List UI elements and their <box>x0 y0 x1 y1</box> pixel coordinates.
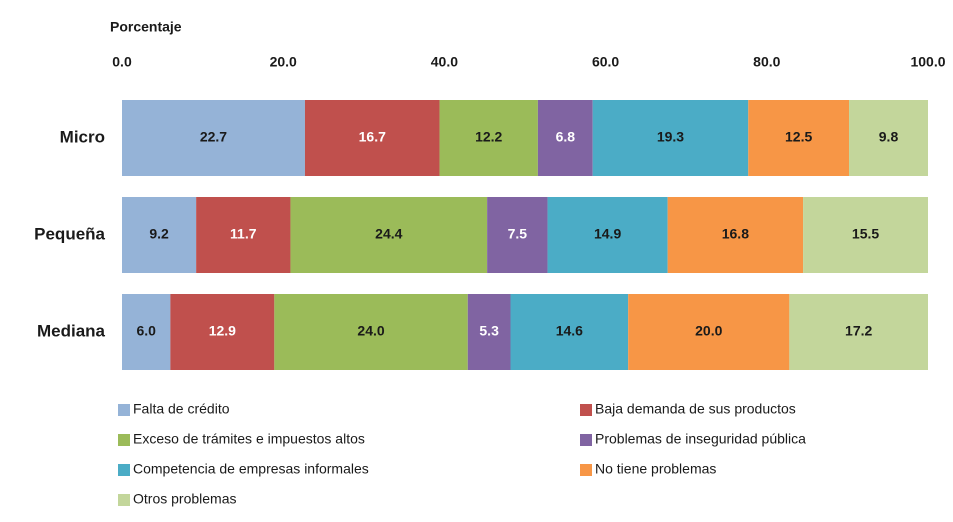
value-label: 15.5 <box>852 226 879 242</box>
value-label: 14.6 <box>556 323 583 339</box>
bar-segment <box>439 100 538 176</box>
bar-segment <box>592 100 749 176</box>
x-tick-label: 100.0 <box>910 54 945 70</box>
legend-label: No tiene problemas <box>595 461 716 477</box>
bar-segment <box>537 100 593 176</box>
category-label: Micro <box>60 127 105 146</box>
value-label: 12.5 <box>785 129 812 145</box>
bar-segment <box>122 294 171 370</box>
bar-segment <box>510 294 629 370</box>
legend-swatch <box>580 404 592 416</box>
x-tick-label: 20.0 <box>270 54 297 70</box>
value-label: 22.7 <box>200 129 227 145</box>
legend-swatch <box>118 464 130 476</box>
value-label: 12.2 <box>475 129 502 145</box>
legend-label: Competencia de empresas informales <box>133 461 369 477</box>
value-label: 16.7 <box>359 129 386 145</box>
value-label: 17.2 <box>845 323 872 339</box>
value-label: 12.9 <box>209 323 236 339</box>
bar-segment <box>667 197 804 273</box>
legend-swatch <box>580 434 592 446</box>
legend-swatch <box>118 434 130 446</box>
legend-label: Baja demanda de sus productos <box>595 401 796 417</box>
value-label: 6.8 <box>556 129 576 145</box>
bar-segment <box>803 197 928 273</box>
x-tick-label: 40.0 <box>431 54 458 70</box>
category-label: Pequeña <box>34 224 105 243</box>
value-label: 9.8 <box>879 129 899 145</box>
x-tick-label: 0.0 <box>112 54 132 70</box>
bar-segment <box>487 197 548 273</box>
value-label: 9.2 <box>149 226 169 242</box>
bar-segment <box>274 294 468 370</box>
x-tick-label: 80.0 <box>753 54 780 70</box>
bar-segment <box>170 294 275 370</box>
value-label: 24.4 <box>375 226 402 242</box>
value-label: 5.3 <box>479 323 499 339</box>
value-label: 19.3 <box>657 129 684 145</box>
legend-swatch <box>580 464 592 476</box>
legend-label: Exceso de trámites e impuestos altos <box>133 431 365 447</box>
bar-segment <box>122 197 197 273</box>
bar-segment <box>789 294 928 370</box>
bar-segment <box>628 294 790 370</box>
value-label: 6.0 <box>136 323 156 339</box>
bar-segment <box>290 197 488 273</box>
bar-segment <box>547 197 668 273</box>
value-label: 16.8 <box>722 226 749 242</box>
bar-segment <box>849 100 928 176</box>
value-label: 20.0 <box>695 323 722 339</box>
category-label: Mediana <box>37 321 106 340</box>
bar-segment <box>467 294 511 370</box>
legend-swatch <box>118 404 130 416</box>
bar-segment <box>304 100 440 176</box>
legend-label: Problemas de inseguridad pública <box>595 431 806 447</box>
legend-label: Otros problemas <box>133 491 236 507</box>
legend-swatch <box>118 494 130 506</box>
value-label: 14.9 <box>594 226 621 242</box>
bar-segment <box>196 197 291 273</box>
value-label: 11.7 <box>230 226 257 242</box>
x-tick-label: 60.0 <box>592 54 619 70</box>
bar-segment <box>122 100 305 176</box>
bar-segment <box>748 100 850 176</box>
axis-label: Porcentaje <box>110 19 182 35</box>
legend-label: Falta de crédito <box>133 401 230 417</box>
value-label: 24.0 <box>357 323 384 339</box>
value-label: 7.5 <box>508 226 528 242</box>
